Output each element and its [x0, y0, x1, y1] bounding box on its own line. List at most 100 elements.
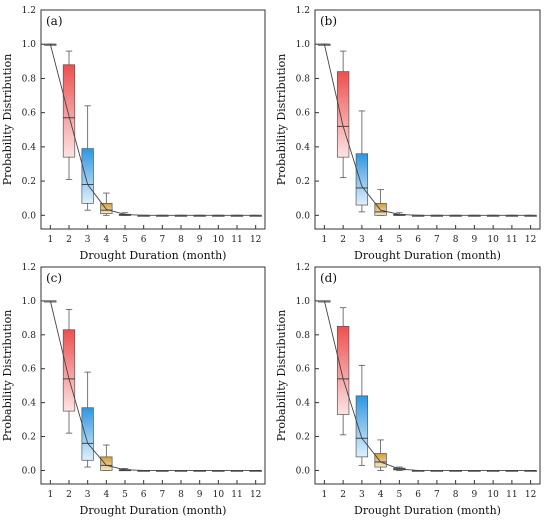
trend-line [323, 300, 531, 471]
plot-frame [40, 9, 266, 230]
y-axis-label: Probability Distribution [275, 54, 288, 186]
x-tick-label: 6 [141, 235, 147, 245]
trend-line [49, 44, 256, 216]
y-tick-label: 0.4 [296, 399, 311, 409]
trend-line [49, 300, 256, 471]
iqr-box [355, 395, 369, 458]
x-tick-label: 10 [487, 235, 499, 245]
box-3 [81, 371, 94, 468]
y-tick-label: 0.0 [296, 211, 311, 221]
x-tick-label: 3 [85, 235, 91, 245]
x-tick-label: 2 [340, 235, 346, 245]
box-3 [355, 110, 369, 213]
x-axis-label: Drought Duration (month) [354, 504, 501, 517]
y-tick-label: 0.2 [296, 433, 310, 443]
x-tick-label: 9 [197, 490, 203, 500]
iqr-box [100, 202, 113, 214]
box-2 [336, 50, 350, 179]
x-tick-label: 11 [506, 235, 517, 245]
x-tick-label: 1 [322, 490, 328, 500]
x-tick-label: 4 [378, 490, 384, 500]
box-4 [374, 189, 387, 216]
x-tick-label: 5 [397, 235, 403, 245]
x-tick-label: 12 [525, 235, 536, 245]
x-tick-label: 6 [141, 490, 147, 500]
iqr-box [336, 71, 350, 158]
x-tick-label: 2 [66, 235, 72, 245]
y-tick-label: 1.2 [296, 263, 310, 273]
box-4 [100, 444, 113, 471]
x-tick-label: 10 [213, 490, 225, 500]
chart-panel-a: 0.00.20.40.60.81.01.21 2 3 4 5 6 7 8 9 10 11 12Drou… [1, 6, 266, 262]
x-tick-label: 8 [178, 490, 184, 500]
x-tick-label: 8 [453, 490, 459, 500]
x-tick-label: 12 [525, 490, 536, 500]
y-tick-label: 0.2 [296, 177, 310, 187]
y-tick-label: 0.0 [22, 466, 37, 476]
x-tick-label: 4 [378, 235, 384, 245]
y-tick-label: 0.0 [22, 211, 37, 221]
y-tick-label: 0.8 [296, 331, 311, 341]
y-tick-label: 0.0 [296, 466, 311, 476]
panel-label: (a) [46, 14, 63, 28]
x-tick-label: 1 [322, 235, 328, 245]
trend-line [323, 44, 531, 216]
chart-panel-c: 0.00.20.40.60.81.01.21 2 3 4 5 6 7 8 9 10 11 12Drou… [1, 263, 266, 517]
x-tick-label: 7 [434, 235, 440, 245]
y-tick-label: 0.8 [296, 74, 311, 84]
plot-frame [40, 266, 266, 485]
y-tick-label: 0.6 [296, 109, 311, 119]
box-4 [374, 439, 387, 471]
y-tick-label: 1.2 [22, 263, 36, 273]
x-tick-label: 5 [397, 490, 403, 500]
x-tick-label: 10 [213, 235, 225, 245]
panel-label: (b) [320, 14, 337, 28]
iqr-box [336, 325, 350, 415]
x-tick-label: 3 [85, 490, 91, 500]
x-tick-label: 8 [453, 235, 459, 245]
chart-panel-d: 0.00.20.40.60.81.01.21 2 3 4 5 6 7 8 9 10 11 12Drou… [275, 263, 541, 517]
iqr-box [62, 329, 76, 412]
x-tick-label: 6 [415, 490, 421, 500]
x-tick-label: 9 [472, 490, 478, 500]
y-tick-label: 0.6 [22, 365, 37, 375]
x-tick-label: 11 [506, 490, 517, 500]
iqr-box [355, 153, 369, 206]
x-tick-label: 12 [250, 490, 261, 500]
x-tick-label: 7 [159, 490, 165, 500]
x-tick-label: 4 [103, 490, 109, 500]
y-tick-label: 0.2 [22, 177, 36, 187]
x-axis-label: Drought Duration (month) [80, 504, 227, 517]
box-3 [81, 105, 94, 211]
x-tick-label: 1 [47, 235, 53, 245]
y-axis-label: Probability Distribution [1, 310, 14, 442]
x-tick-label: 9 [197, 235, 203, 245]
iqr-box [81, 148, 94, 204]
x-tick-label: 12 [250, 235, 261, 245]
chart-panel-b: 0.00.20.40.60.81.01.21 2 3 4 5 6 7 8 9 10 11 12Drou… [275, 6, 541, 262]
x-axis-label: Drought Duration (month) [354, 249, 501, 262]
y-tick-label: 1.0 [22, 40, 37, 50]
y-tick-label: 0.4 [22, 399, 37, 409]
y-tick-label: 1.0 [296, 297, 311, 307]
x-tick-label: 10 [487, 490, 499, 500]
y-tick-label: 1.2 [22, 6, 36, 16]
x-tick-label: 1 [47, 490, 53, 500]
x-tick-label: 3 [359, 490, 365, 500]
y-tick-label: 0.8 [22, 74, 37, 84]
box-3 [355, 364, 369, 466]
box-2 [62, 50, 76, 180]
panel-label: (c) [46, 271, 62, 285]
x-axis-label: Drought Duration (month) [80, 249, 227, 262]
y-tick-label: 0.8 [22, 331, 37, 341]
x-tick-label: 5 [122, 490, 128, 500]
iqr-box [374, 453, 387, 468]
box-2 [62, 308, 76, 434]
y-tick-label: 0.4 [296, 143, 311, 153]
x-tick-label: 2 [340, 490, 346, 500]
x-tick-label: 7 [159, 235, 165, 245]
iqr-box [100, 456, 113, 471]
x-tick-label: 9 [472, 235, 478, 245]
y-tick-label: 0.6 [22, 109, 37, 119]
